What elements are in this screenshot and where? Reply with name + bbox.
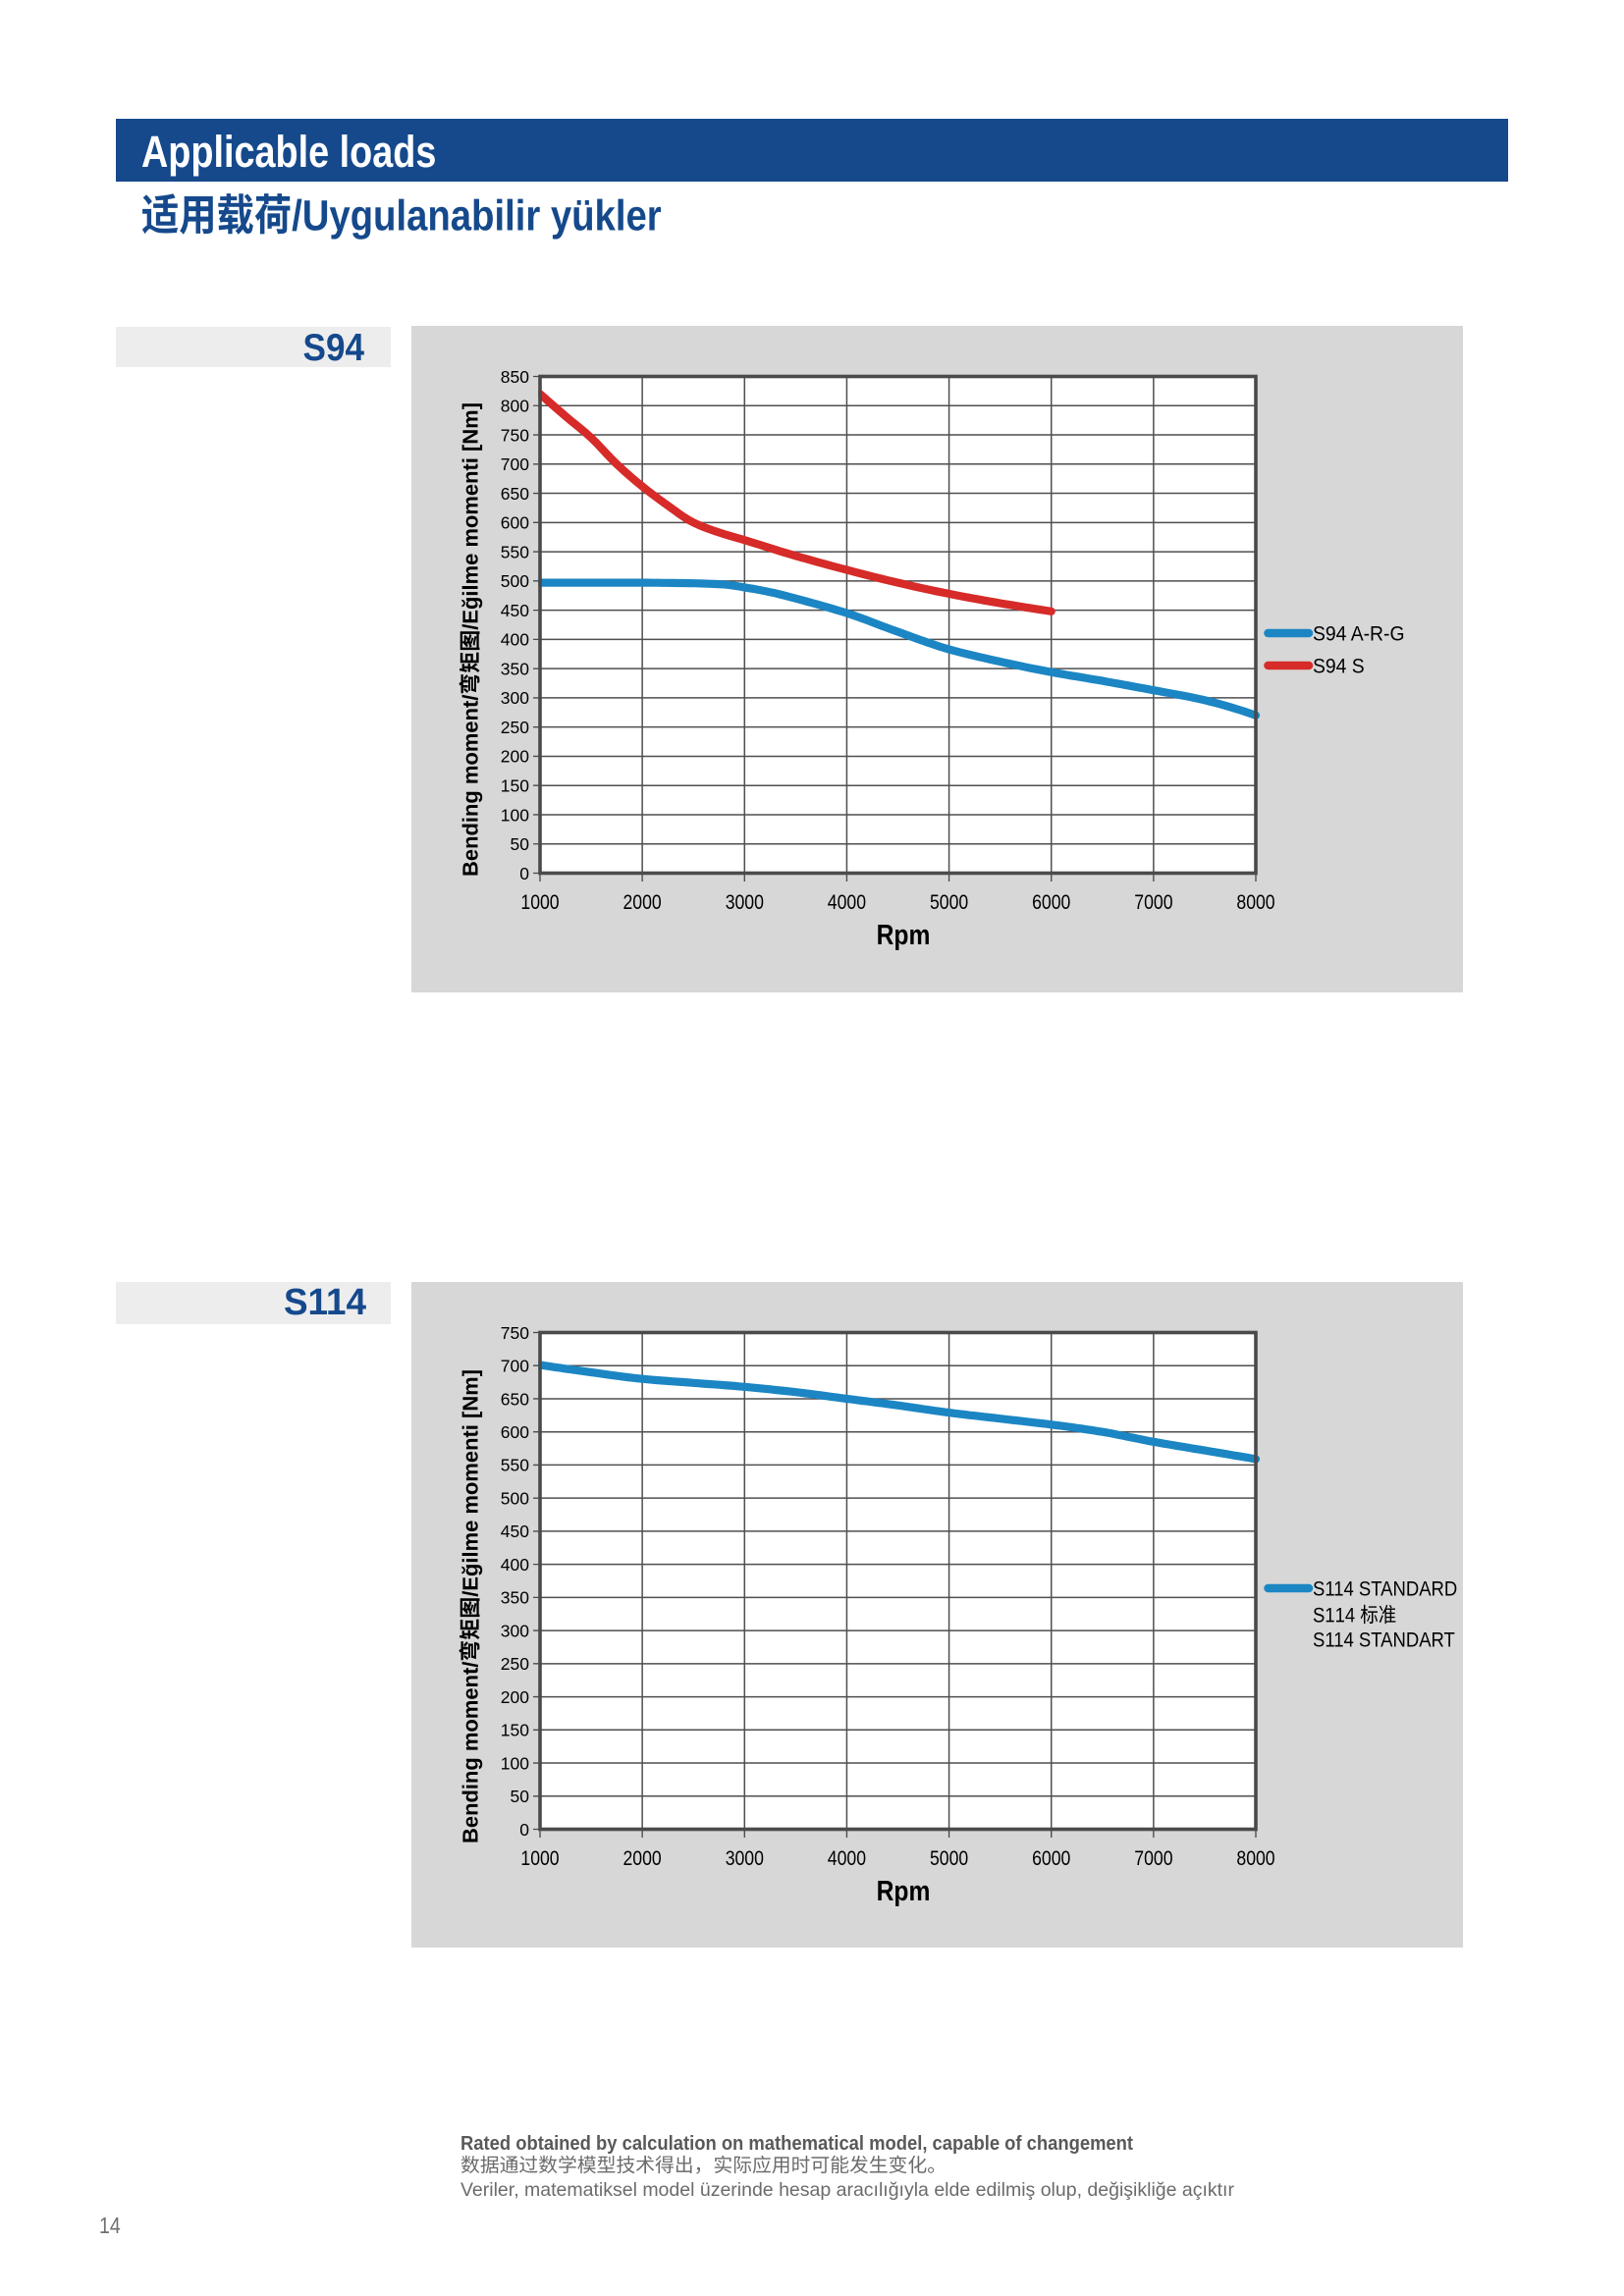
svg-text:150: 150 <box>501 1721 529 1740</box>
svg-text:5000: 5000 <box>930 1846 968 1870</box>
svg-text:850: 850 <box>501 367 529 387</box>
svg-text:5000: 5000 <box>930 890 968 914</box>
svg-text:500: 500 <box>501 1489 529 1509</box>
svg-text:250: 250 <box>501 718 529 737</box>
svg-text:4000: 4000 <box>828 890 866 914</box>
svg-text:350: 350 <box>501 659 529 678</box>
svg-text:7000: 7000 <box>1134 890 1172 914</box>
svg-text:700: 700 <box>501 454 529 474</box>
svg-text:1000: 1000 <box>520 890 559 914</box>
svg-text:1000: 1000 <box>520 1846 559 1870</box>
svg-text:6000: 6000 <box>1032 890 1070 914</box>
svg-text:650: 650 <box>501 484 529 504</box>
svg-text:Rpm: Rpm <box>877 1875 931 1906</box>
svg-text:750: 750 <box>501 425 529 445</box>
svg-text:3000: 3000 <box>726 890 764 914</box>
svg-text:650: 650 <box>501 1389 529 1409</box>
svg-text:100: 100 <box>501 805 529 825</box>
svg-text:3000: 3000 <box>726 1846 764 1870</box>
svg-text:200: 200 <box>501 747 529 767</box>
svg-text:550: 550 <box>501 542 529 561</box>
svg-text:0: 0 <box>519 864 529 883</box>
svg-text:4000: 4000 <box>828 1846 866 1870</box>
svg-text:2000: 2000 <box>623 1846 661 1870</box>
svg-text:S94 S: S94 S <box>1313 654 1365 677</box>
svg-text:8000: 8000 <box>1236 1846 1274 1870</box>
svg-text:200: 200 <box>501 1687 529 1707</box>
svg-text:750: 750 <box>501 1323 529 1343</box>
svg-text:300: 300 <box>501 688 529 708</box>
svg-text:250: 250 <box>501 1654 529 1674</box>
svg-text:350: 350 <box>501 1588 529 1608</box>
svg-text:150: 150 <box>501 776 529 796</box>
svg-text:7000: 7000 <box>1134 1846 1172 1870</box>
svg-text:400: 400 <box>501 630 529 650</box>
svg-text:600: 600 <box>501 513 529 533</box>
svg-text:2000: 2000 <box>623 890 661 914</box>
svg-text:Rpm: Rpm <box>877 919 931 950</box>
svg-text:450: 450 <box>501 601 529 620</box>
svg-text:50: 50 <box>511 1787 530 1806</box>
svg-text:800: 800 <box>501 397 529 416</box>
svg-text:100: 100 <box>501 1753 529 1773</box>
svg-text:S94 A-R-G: S94 A-R-G <box>1313 621 1404 645</box>
svg-text:S114 STANDARD: S114 STANDARD <box>1313 1577 1457 1601</box>
svg-text:S114 STANDART: S114 STANDART <box>1313 1629 1455 1652</box>
svg-text:8000: 8000 <box>1236 890 1274 914</box>
svg-text:6000: 6000 <box>1032 1846 1070 1870</box>
svg-text:400: 400 <box>501 1555 529 1575</box>
svg-text:500: 500 <box>501 571 529 591</box>
svg-text:600: 600 <box>501 1422 529 1442</box>
svg-text:0: 0 <box>519 1820 529 1840</box>
svg-text:50: 50 <box>511 834 530 854</box>
svg-text:300: 300 <box>501 1621 529 1640</box>
svg-text:450: 450 <box>501 1522 529 1541</box>
svg-text:550: 550 <box>501 1456 529 1475</box>
svg-text:700: 700 <box>501 1357 529 1376</box>
